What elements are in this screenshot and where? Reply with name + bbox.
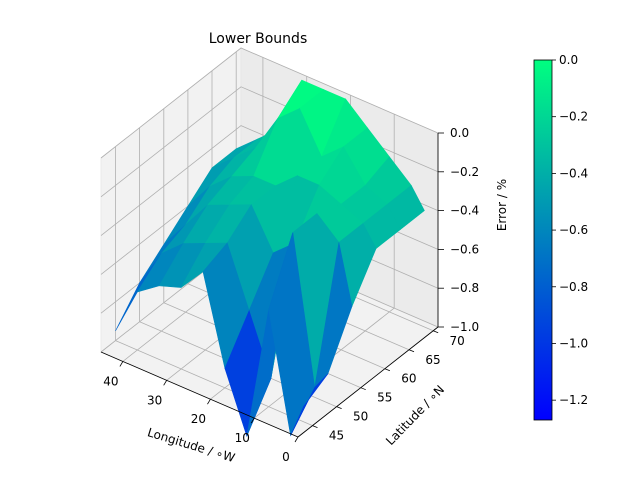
gridline-z bbox=[100, 47, 439, 159]
y-tick-mark bbox=[433, 330, 439, 334]
y-tick-label: 70 bbox=[450, 334, 465, 348]
y-tick-mark bbox=[336, 406, 342, 410]
colorbar-tick-label: −1.0 bbox=[559, 336, 588, 350]
surface-patch bbox=[290, 373, 329, 436]
y-tick-mark bbox=[360, 387, 366, 391]
z-tick-label: 0.0 bbox=[450, 126, 469, 140]
axes: 0 10 20 30 40 45 50 55 60 65 70−1.0 −0.8 −0.6 −0.4 −0.… bbox=[100, 126, 479, 464]
y-tick-mark bbox=[408, 349, 415, 353]
colorbar-tick-label: −0.8 bbox=[559, 280, 588, 294]
colorbar-tick-label: 0.0 bbox=[559, 53, 578, 67]
y-tick-mark bbox=[312, 425, 318, 428]
colorbar-gradient bbox=[534, 60, 552, 420]
z-tick-label: −0.8 bbox=[450, 281, 479, 295]
x-tick-label: 20 bbox=[191, 412, 206, 426]
y-tick-label: 60 bbox=[401, 372, 416, 386]
y-tick-label: 50 bbox=[353, 410, 368, 424]
surface-mesh bbox=[115, 79, 425, 437]
colorbar-tick-label: −0.4 bbox=[559, 166, 588, 180]
x-tick-label: 0 bbox=[282, 450, 290, 464]
colorbar-tick-label: −0.6 bbox=[559, 223, 588, 237]
x-tick-mark bbox=[250, 417, 255, 424]
z-tick-label: −0.2 bbox=[450, 165, 479, 179]
x-tick-mark bbox=[163, 380, 168, 386]
z-tick-label: −0.6 bbox=[450, 242, 479, 256]
x-tick-mark bbox=[119, 361, 124, 367]
y-axis-line bbox=[297, 326, 439, 438]
colorbar-tick-label: −0.2 bbox=[559, 110, 588, 124]
z-tick-label: −1.0 bbox=[450, 320, 479, 334]
x-tick-label: 30 bbox=[147, 393, 162, 407]
y-axis-label: Latitude / ∘N bbox=[383, 382, 447, 448]
y-tick-label: 55 bbox=[377, 391, 392, 405]
y-tick-mark bbox=[384, 368, 391, 372]
colorbar-frame bbox=[533, 59, 553, 421]
z-axis-label: Error / % bbox=[495, 179, 509, 231]
y-tick-label: 65 bbox=[425, 353, 440, 367]
chart-title: Lower Bounds bbox=[209, 31, 308, 47]
colorbar-tick-label: −1.2 bbox=[559, 393, 588, 407]
x-axis-line bbox=[100, 351, 299, 438]
x-tick-label: 10 bbox=[235, 431, 250, 445]
y-tick-label: 45 bbox=[329, 429, 344, 443]
x-tick-label: 40 bbox=[103, 374, 118, 388]
x-tick-mark bbox=[294, 436, 299, 443]
colorbar: −1.2 −1.0 −0.8 −0.6 −0.4 −0.2 0.0 bbox=[533, 53, 588, 421]
z-tick-label: −0.4 bbox=[450, 204, 479, 218]
x-tick-mark bbox=[207, 399, 211, 405]
x-axis-label: Longitude / ∘W bbox=[146, 425, 237, 465]
